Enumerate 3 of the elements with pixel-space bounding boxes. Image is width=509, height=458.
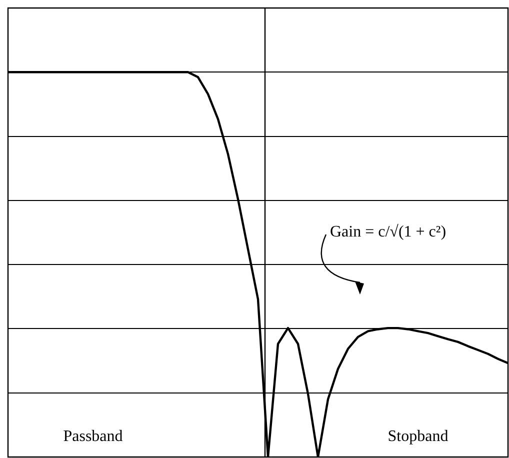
annotation: Stopband	[388, 428, 448, 445]
annotation: Gain = c/√(1 + c²)	[330, 224, 446, 241]
annotation: Passband	[63, 428, 123, 445]
